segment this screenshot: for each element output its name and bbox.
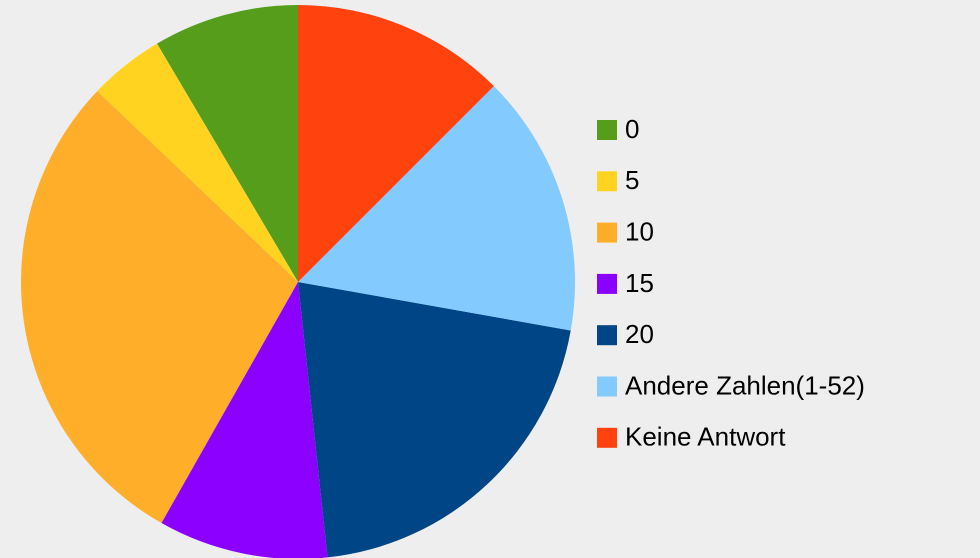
pie-slice <box>156 5 298 282</box>
legend-label: 15 <box>625 268 654 298</box>
legend-swatch <box>597 325 617 346</box>
legend-swatch <box>597 427 617 448</box>
legend-swatch <box>597 222 617 243</box>
legend-label: 5 <box>625 165 639 195</box>
legend-label: Andere Zahlen(1-52) <box>625 370 865 400</box>
pie-slice <box>298 86 575 331</box>
pie-slice <box>298 5 494 282</box>
legend-swatch <box>597 273 617 294</box>
legend-label: Keine Antwort <box>625 422 786 452</box>
legend-label: 0 <box>625 114 639 144</box>
legend-swatch <box>597 120 617 140</box>
pie-slice <box>97 43 298 282</box>
legend-swatch <box>597 171 617 192</box>
legend-label: 20 <box>625 319 654 349</box>
pie-slice <box>20 91 298 524</box>
pie-slice <box>298 282 571 558</box>
legend-swatch <box>597 376 617 397</box>
legend-label: 10 <box>625 216 654 246</box>
pie-slice <box>161 282 328 558</box>
